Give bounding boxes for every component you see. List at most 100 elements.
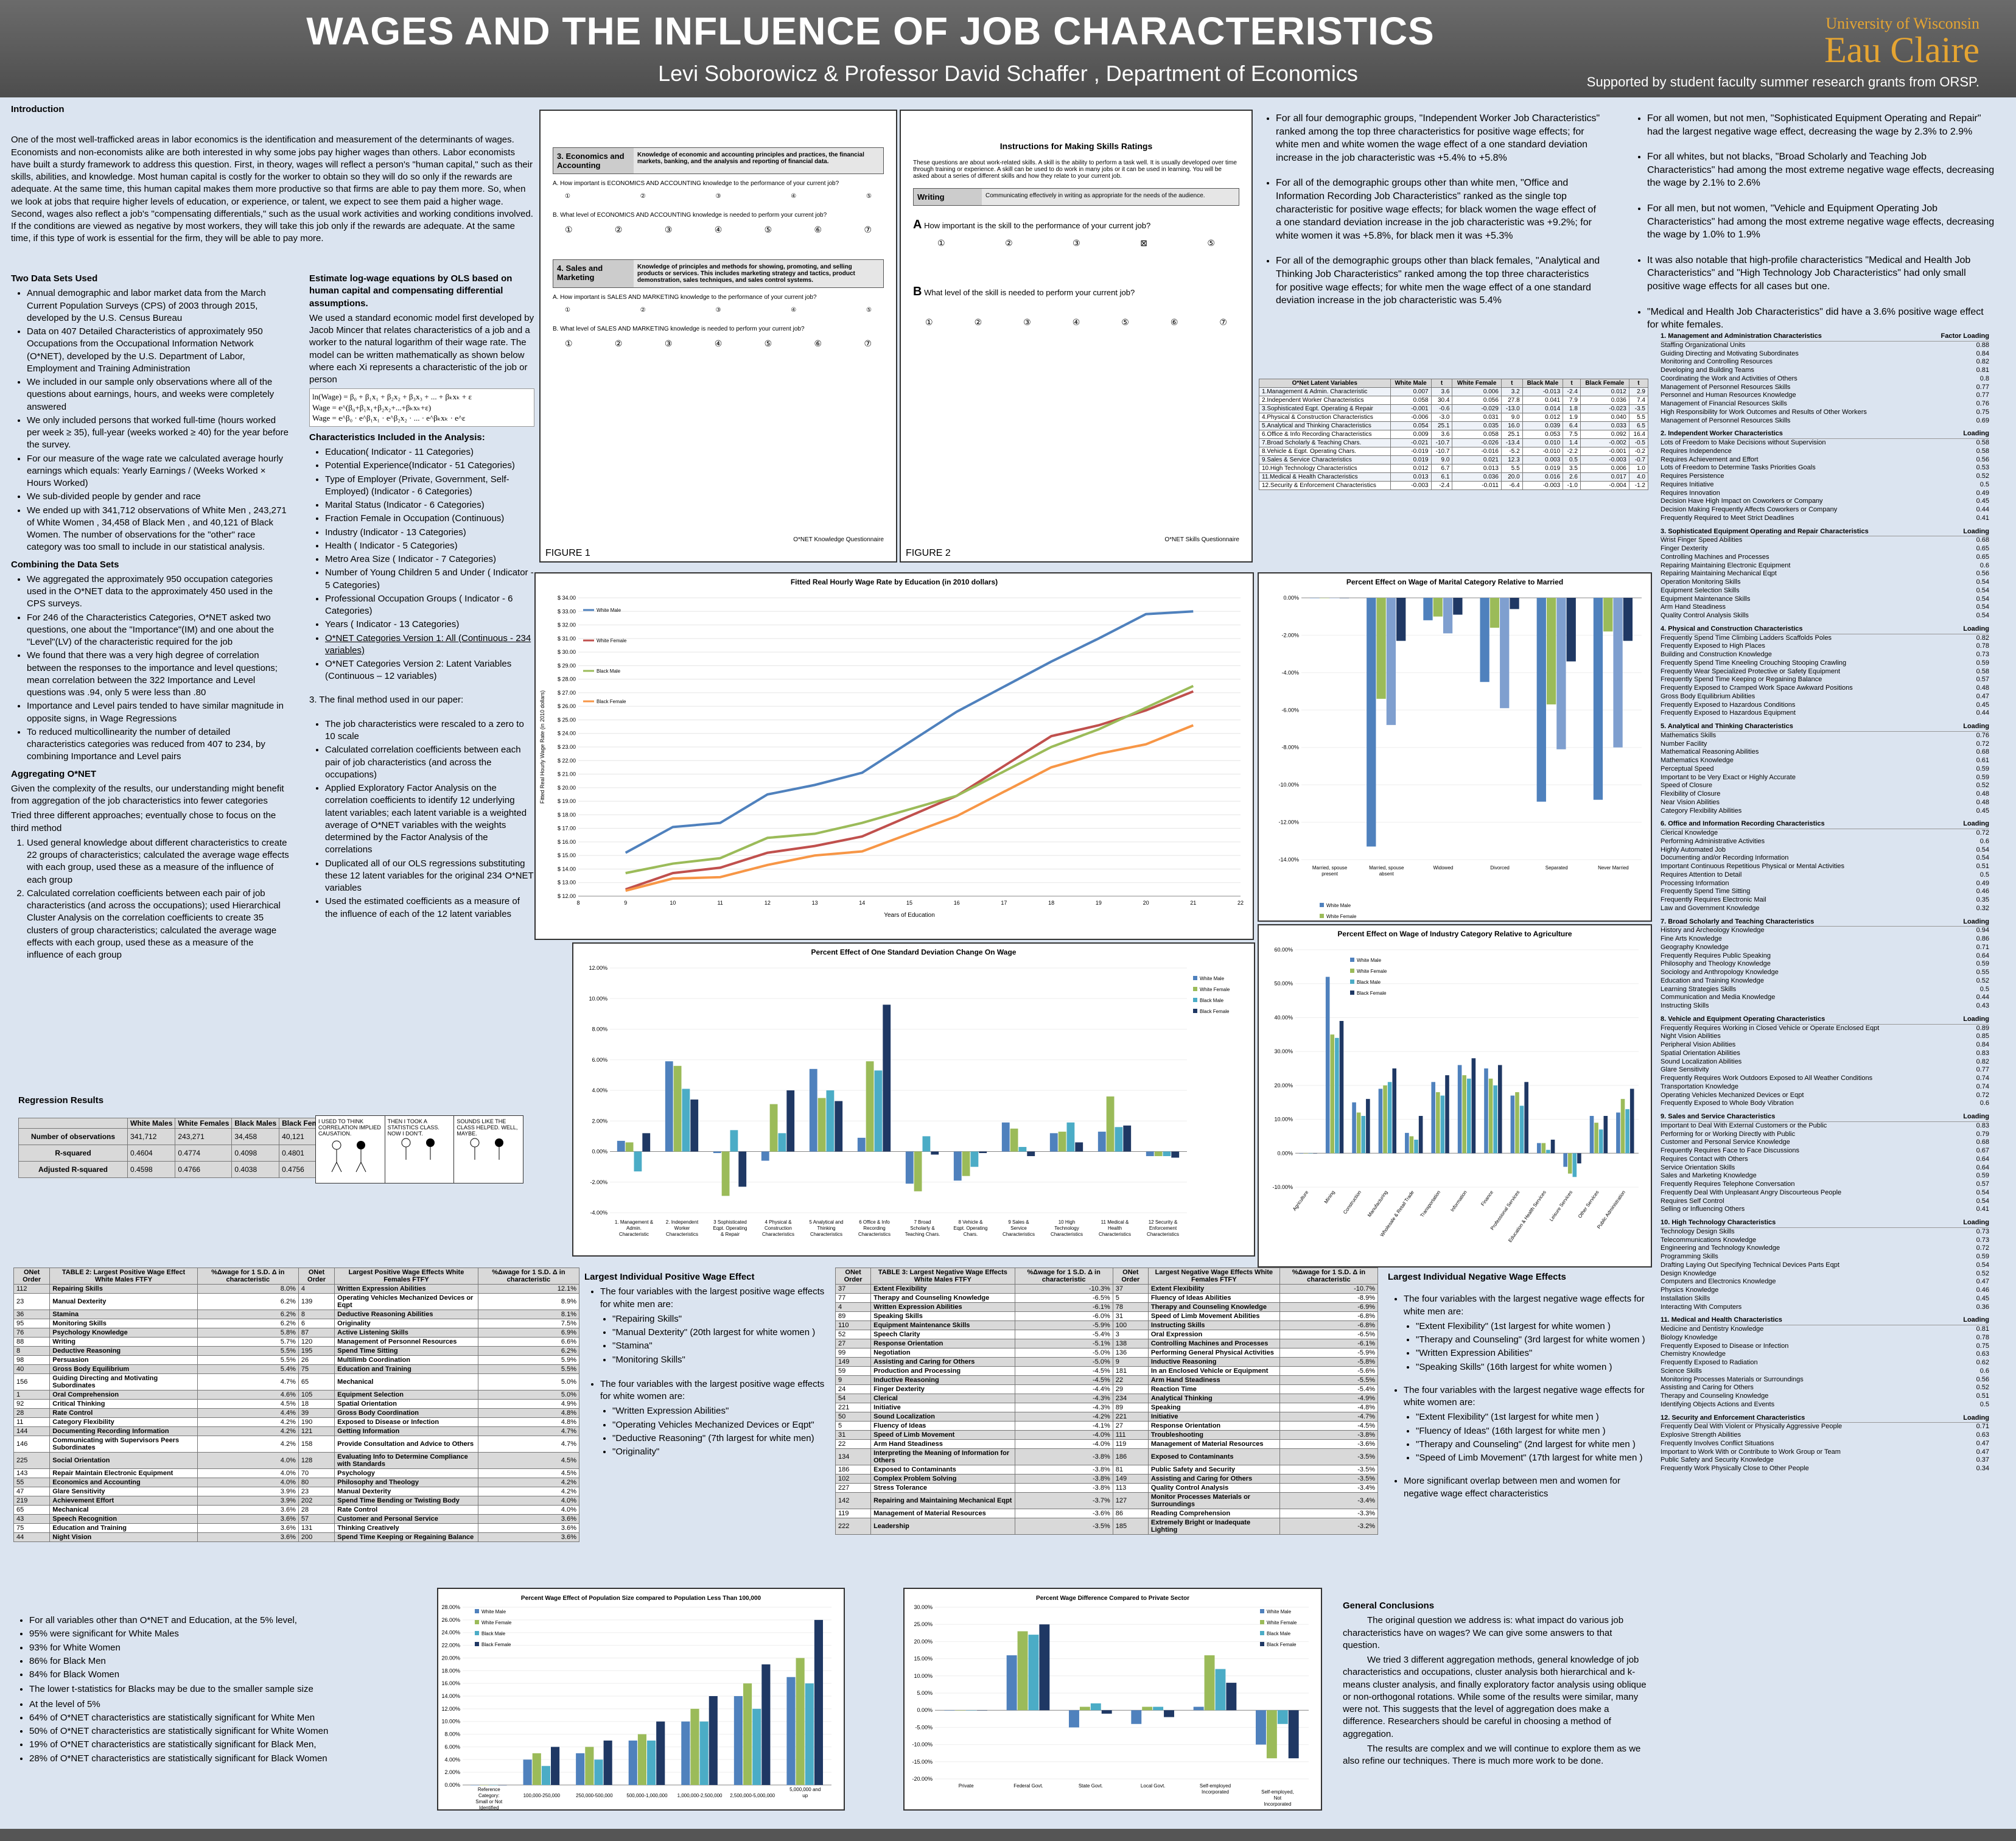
- factor-row: Wrist Finger Speed Abilities 0.68: [1661, 536, 1989, 544]
- table-cell: Assisting and Caring for Others: [870, 1357, 1015, 1367]
- rating-circle[interactable]: ④: [791, 193, 797, 200]
- table-cell: 0.007: [1390, 387, 1432, 396]
- table-row: 3.Sophisticated Eqpt. Operating & Repair…: [1259, 404, 1649, 413]
- table-cell: 59: [835, 1366, 872, 1376]
- list-item: Used the estimated coefficients as a mea…: [325, 896, 534, 920]
- table-cell: Provide Consultation and Advice to Other…: [334, 1436, 478, 1453]
- legend-swatch: [1193, 976, 1197, 980]
- rating-circle[interactable]: ③: [715, 193, 721, 200]
- table-cell: 0.5: [1563, 455, 1581, 465]
- x-tick-label: 1. Management &: [615, 1219, 654, 1225]
- bar: [1515, 1092, 1519, 1154]
- table-cell: 5.5: [1628, 413, 1649, 422]
- table-cell: -0.003: [1580, 455, 1629, 465]
- table-cell: -5.8%: [1279, 1357, 1379, 1367]
- legend-label: Black Female: [481, 1642, 511, 1647]
- factor-group-title: 2. Independent Worker Characteristics Loa…: [1661, 430, 1989, 439]
- table-row: Number of observations 341,712 243,271 34,…: [18, 1128, 336, 1145]
- table-cell: 24: [835, 1384, 872, 1394]
- table-cell: Repairing and Maintaining Mechanical Eqp…: [870, 1492, 1015, 1509]
- table-row: 54 Clerical -4.3% 234 Analytical Thinking -4.…: [835, 1394, 1379, 1403]
- y-tick-label: $ 16.00: [558, 839, 576, 845]
- y-tick-label: 30.00%: [914, 1604, 933, 1610]
- table-cell: 186: [835, 1465, 872, 1475]
- table-row: 92 Critical Thinking 4.5% 18 Spatial Orienta…: [13, 1399, 580, 1409]
- bar: [625, 1142, 634, 1152]
- table-cell: 27: [835, 1339, 872, 1348]
- table-cell: 100: [1112, 1320, 1149, 1330]
- grant-note: Supported by student faculty summer rese…: [1586, 74, 1979, 89]
- factor-row: Flexibility of Closure 0.48: [1661, 790, 1989, 798]
- table-cell: 0.036: [1580, 396, 1629, 405]
- table-cell: Speaking Skills: [870, 1311, 1015, 1321]
- x-tick-label: Eqpt. Operating: [953, 1226, 987, 1231]
- table-cell: 8: [13, 1346, 51, 1356]
- table-cell: Psychology: [334, 1468, 478, 1478]
- x-tick-label: 8: [576, 900, 579, 906]
- bar: [1049, 1133, 1058, 1152]
- bar: [681, 1721, 690, 1785]
- table-cell: -5.4%: [1014, 1330, 1113, 1339]
- table-cell: Glare Sensitivity: [49, 1487, 198, 1496]
- rating-scale: ① ② ③ ④ ⑤: [565, 193, 872, 200]
- regression-heading: Regression Results: [18, 1095, 104, 1106]
- table-cell: 1.9: [1563, 413, 1581, 422]
- bar: [1352, 1102, 1356, 1154]
- table-cell: Extent Flexibility: [870, 1284, 1015, 1294]
- table-cell: -4.0%: [1014, 1439, 1113, 1449]
- y-tick-label: $ 29.00: [558, 662, 576, 668]
- table-row: 146 Communicating with Supervisors Peers …: [13, 1436, 580, 1453]
- bar: [1226, 1683, 1237, 1711]
- table-cell: 6.6%: [477, 1337, 580, 1347]
- y-tick-label: 20.00%: [914, 1638, 933, 1644]
- table-cell: Interpreting the Meaning of Information …: [870, 1448, 1015, 1465]
- y-tick-label: 0.00%: [1277, 1150, 1293, 1156]
- table-cell: Arm Hand Steadiness: [1147, 1375, 1280, 1385]
- bar: [805, 1683, 814, 1785]
- series-line: [625, 610, 1194, 854]
- y-tick-label: $ 20.00: [558, 785, 576, 791]
- table-cell: Inductive Reasoning: [1147, 1357, 1280, 1367]
- findings-column-3: For all four demographic groups, "Indepe…: [1260, 110, 1601, 310]
- table-cell: 3: [1112, 1330, 1149, 1339]
- x-tick-label: Service: [1010, 1226, 1027, 1231]
- method-list: The job characteristics were rescaled to…: [309, 718, 534, 920]
- rating-circle[interactable]: ②: [640, 193, 646, 200]
- table-cell: 3.6: [1430, 430, 1453, 439]
- poster-title: WAGES AND THE INFLUENCE OF JOB CHARACTER…: [306, 9, 1435, 53]
- chars-heading: Characteristics Included in the Analysis…: [309, 432, 485, 443]
- section-title: Sales and Marketing: [557, 264, 603, 282]
- bar: [1589, 1116, 1594, 1154]
- column-header: ONet Order: [298, 1268, 335, 1285]
- table-cell: Equipment Maintenance Skills: [870, 1320, 1015, 1330]
- legend-label: Black Male: [1357, 980, 1381, 985]
- list-item: "Originality": [612, 1446, 834, 1458]
- table-cell: Management of Material Resources: [1147, 1439, 1280, 1449]
- rating-circle[interactable]: ⑤: [866, 193, 872, 200]
- table-cell: 4.7%: [477, 1436, 580, 1453]
- list-item: The lower t-statistics for Blacks may be…: [29, 1683, 427, 1695]
- table-row: Adjusted R-squared 0.4598 0.4766 0.4038 0.4…: [18, 1161, 336, 1178]
- table-cell: 6.2%: [197, 1310, 299, 1319]
- bar: [1500, 598, 1510, 709]
- list-item: Number of Young Children 5 and Under ( I…: [325, 567, 534, 592]
- x-tick-label: Scholarly &: [910, 1226, 935, 1231]
- table-cell: Reaction Time: [1147, 1384, 1280, 1394]
- table-cell: -4.3%: [1014, 1394, 1113, 1403]
- bar: [594, 1759, 603, 1785]
- table-cell: 8: [298, 1310, 335, 1319]
- column-header: White Male: [1390, 379, 1432, 388]
- x-tick-label: 4 Physical &: [765, 1219, 792, 1225]
- factor-row: Installation Skills 0.45: [1661, 1294, 1989, 1302]
- y-tick-label: $ 18.00: [558, 812, 576, 818]
- table-cell: 70: [298, 1468, 335, 1478]
- table-cell: -0.023: [1580, 404, 1629, 413]
- column-header: %Δwage for 1 S.D. Δ in characteristic: [1014, 1268, 1113, 1285]
- conclusions-heading: General Conclusions: [1343, 1601, 1435, 1611]
- rating-circle[interactable]: ①: [565, 193, 570, 200]
- bar: [970, 1151, 979, 1167]
- table-header-row: ONet Order TABLE 2: Largest Positive Wage…: [13, 1268, 580, 1285]
- table-cell: -1.0: [1563, 481, 1581, 490]
- bar: [1625, 1109, 1629, 1154]
- legend-label: White Female: [597, 638, 627, 643]
